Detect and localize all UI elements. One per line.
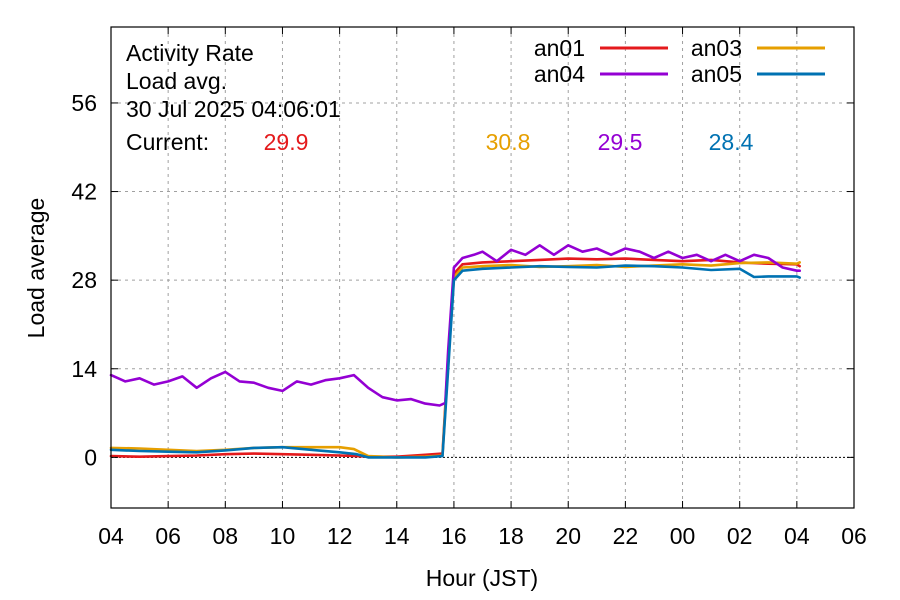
chart-title-line-2: Load avg. — [126, 68, 227, 94]
current-label: Current: — [126, 129, 209, 155]
current-value-an05: 28.4 — [709, 129, 754, 155]
chart-title-line-1: Activity Rate — [126, 40, 254, 66]
current-value-an04: 29.5 — [598, 129, 643, 155]
grid-layer — [111, 27, 854, 508]
series-layer — [109, 244, 802, 459]
plot-frame — [110, 26, 855, 509]
y-tick-label: 28 — [71, 267, 97, 293]
legend-label-an03: an03 — [691, 35, 742, 61]
x-tick-label: 22 — [613, 523, 639, 549]
y-tick-label: 14 — [71, 356, 97, 382]
x-tick-label: 10 — [270, 523, 296, 549]
legend-label-an04: an04 — [534, 61, 585, 87]
x-tick-label: 00 — [670, 523, 696, 549]
x-tick-label: 16 — [441, 523, 467, 549]
chart-timestamp: 30 Jul 2025 04:06:01 — [126, 96, 341, 122]
tick-layer: 04 06 08 10 12 14 16 18 20 22 00 02 04 06 0 14 28 42 56 — [71, 27, 867, 549]
x-tick-label: 12 — [327, 523, 353, 549]
y-axis-label: Load average — [23, 198, 49, 339]
x-axis-label: Hour (JST) — [426, 565, 538, 591]
legend: an01 an03 an04 an05 — [534, 35, 825, 87]
y-tick-label: 42 — [71, 179, 97, 205]
current-value-an03: 30.8 — [486, 129, 531, 155]
x-tick-label: 06 — [155, 523, 181, 549]
x-tick-label: 04 — [784, 523, 810, 549]
x-tick-label: 08 — [213, 523, 239, 549]
y-tick-label: 56 — [71, 90, 97, 116]
current-value-an01: 29.9 — [264, 129, 309, 155]
x-tick-label: 06 — [841, 523, 867, 549]
x-tick-label: 02 — [727, 523, 753, 549]
series-line-an05 — [109, 264, 802, 459]
current-values: 29.9 30.8 29.5 28.4 — [264, 129, 754, 155]
legend-label-an01: an01 — [534, 35, 585, 61]
y-tick-label: 0 — [84, 444, 97, 470]
x-tick-label: 04 — [98, 523, 124, 549]
x-tick-label: 14 — [384, 523, 410, 549]
x-tick-label: 18 — [498, 523, 524, 549]
legend-label-an05: an05 — [691, 61, 742, 87]
x-tick-label: 20 — [555, 523, 581, 549]
series-line-an04 — [109, 244, 802, 407]
